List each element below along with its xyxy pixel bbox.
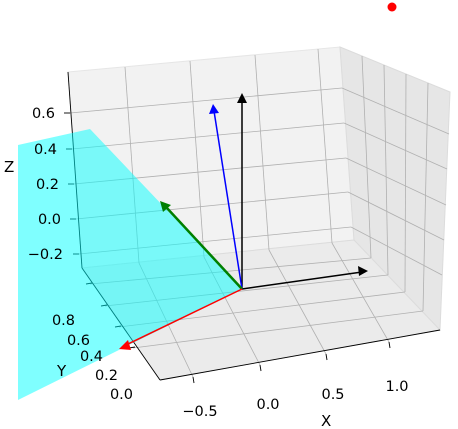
y-tick-labels: 0.8 0.6 0.4 0.2 0.0 [52, 313, 133, 403]
y-tick-label: 0.4 [80, 349, 103, 365]
cyan-plane [18, 129, 242, 400]
y-axis-label: Y [56, 362, 67, 380]
x-tick-label: 0.5 [321, 387, 344, 403]
x-tick-label: −0.5 [182, 404, 217, 420]
y-tick-label: 0.8 [52, 313, 75, 329]
x-tick-labels: −0.5 0.0 0.5 1.0 [182, 379, 408, 420]
green-vector [165, 206, 243, 290]
red-vector-head [119, 340, 131, 350]
x-tick-label: 0.0 [256, 397, 279, 413]
y-tick-label: 0.2 [95, 368, 118, 384]
z-tick-labels: 0.6 0.4 0.2 0.0 −0.2 [28, 106, 63, 263]
z-tick-label: 0.0 [38, 212, 61, 228]
red-vector [125, 288, 243, 346]
blue-vector-head [209, 104, 219, 114]
z-tick-label: 0.2 [36, 177, 59, 193]
green-vector-head [160, 201, 171, 212]
z-tick-label: 0.4 [34, 142, 57, 158]
x-direction-vector-head [358, 266, 368, 276]
vectors [119, 93, 368, 350]
x-tick-label: 1.0 [385, 379, 408, 395]
x-axis-line [159, 329, 441, 381]
z-axis-label: Z [4, 158, 14, 176]
x-direction-vector [241, 271, 363, 290]
z-tick-label: −0.2 [28, 247, 63, 263]
z-tick-label: 0.6 [32, 106, 55, 122]
x-axis-label: X [321, 412, 331, 429]
y-tick-label: 0.6 [67, 333, 90, 349]
blue-vector [213, 110, 243, 290]
y-tick-label: 0.0 [110, 387, 133, 403]
red-point [387, 2, 397, 12]
z-direction-vector-head [237, 93, 247, 103]
